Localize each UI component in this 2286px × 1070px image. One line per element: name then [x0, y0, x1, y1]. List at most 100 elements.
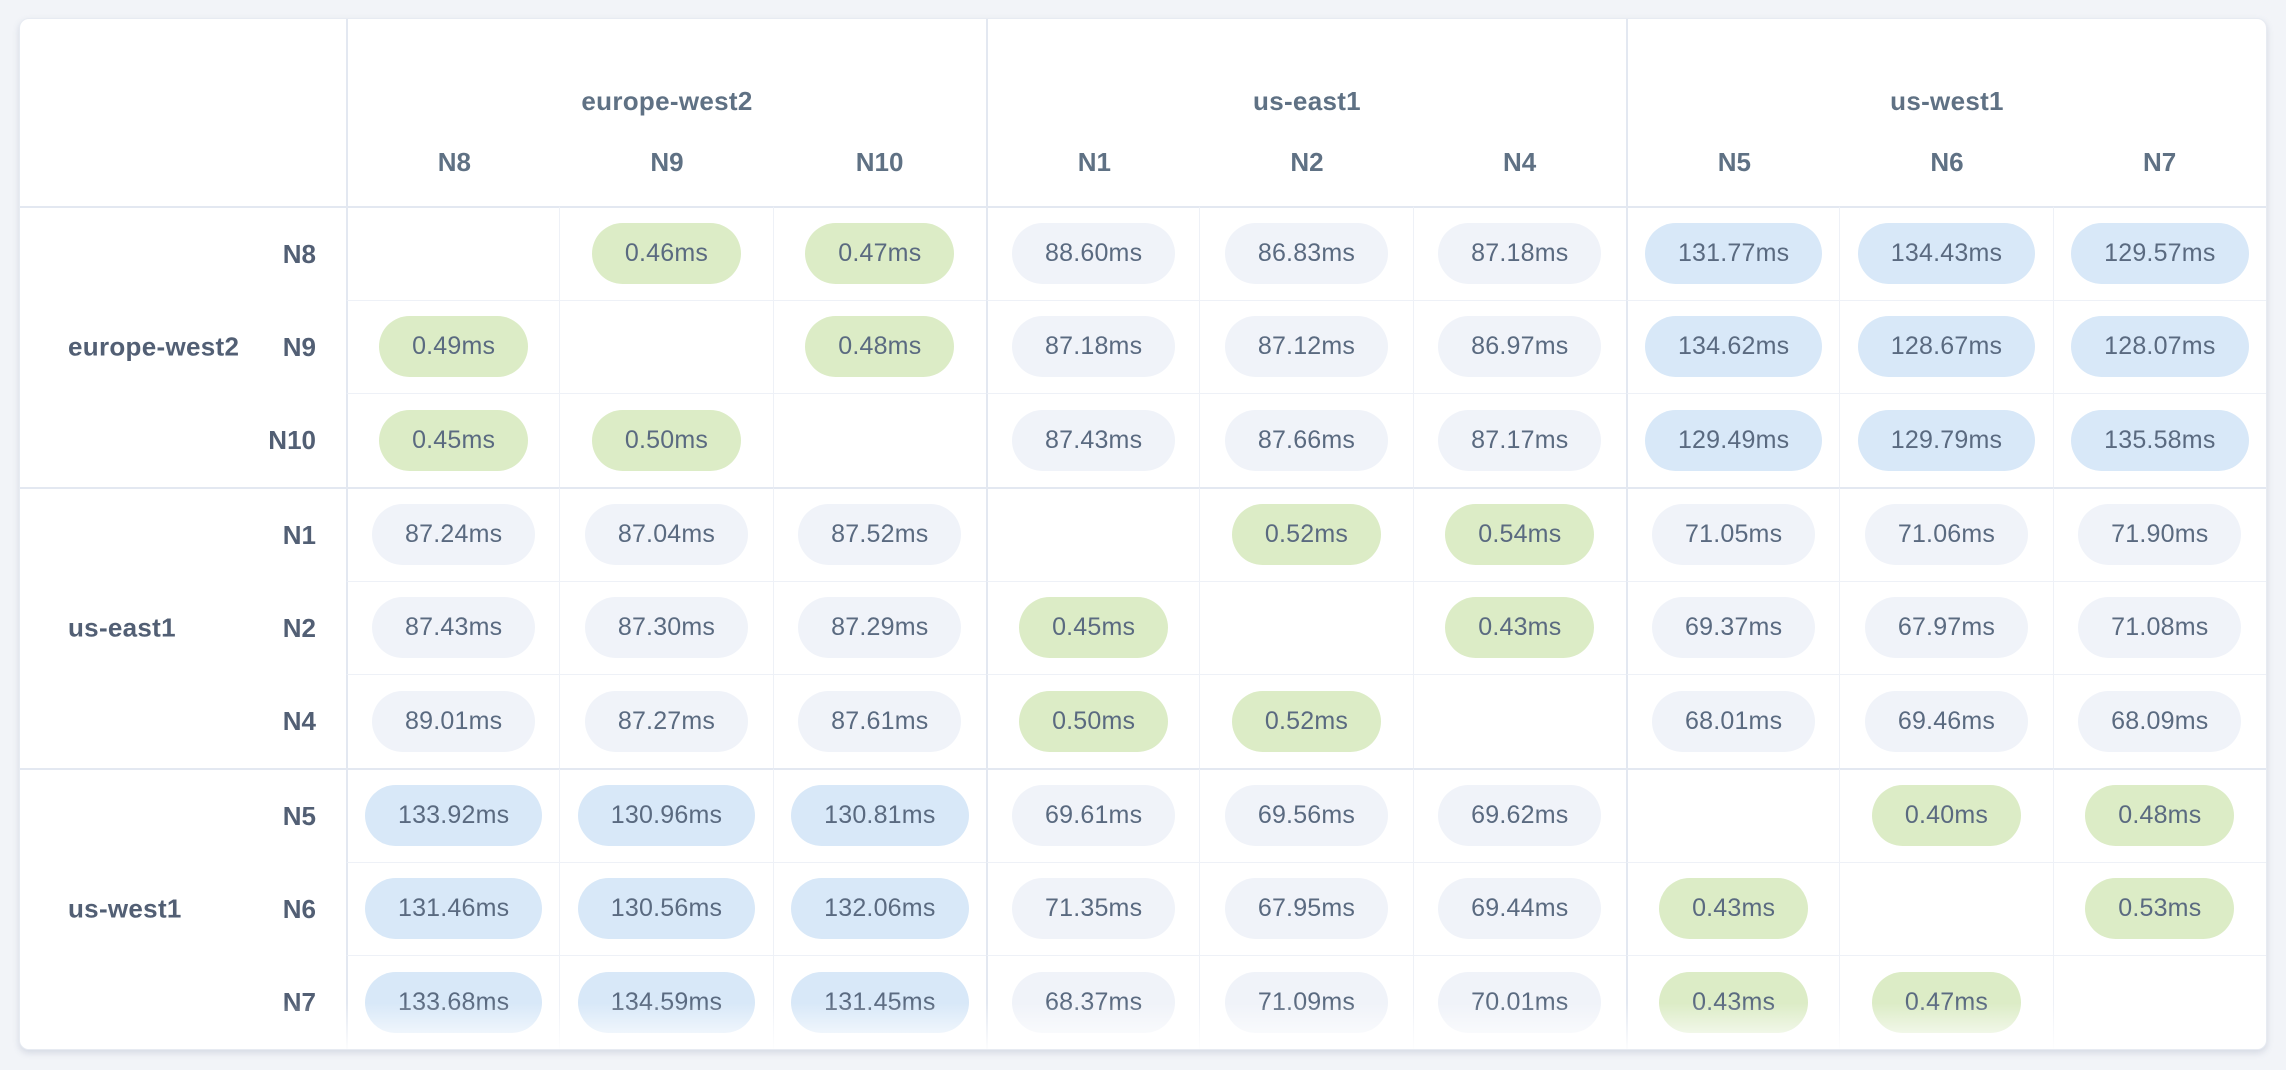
latency-cell: 131.77ms: [1625, 206, 1840, 300]
latency-cell: [1412, 674, 1626, 768]
latency-value-pill: 68.37ms: [1012, 972, 1176, 1034]
latency-cell: [772, 393, 986, 487]
latency-value-pill: 134.59ms: [577, 972, 756, 1034]
column-node-row: N1 N2 N4: [988, 147, 1626, 178]
latency-cell: 87.18ms: [1412, 206, 1626, 300]
column-node-row: N8 N9 N10: [348, 147, 986, 178]
latency-value-pill: 130.96ms: [577, 785, 756, 847]
latency-cell: 129.49ms: [1625, 393, 1840, 487]
latency-value-pill: 128.67ms: [1857, 316, 2036, 378]
latency-cell: 134.62ms: [1625, 299, 1840, 394]
latency-value-pill: 87.66ms: [1224, 410, 1389, 472]
latency-cell: 0.48ms: [2052, 767, 2266, 862]
latency-value-pill: 70.01ms: [1438, 972, 1602, 1034]
latency-cell: 87.43ms: [985, 393, 1200, 487]
column-node-label: N9: [650, 147, 684, 177]
latency-value-pill: 132.06ms: [791, 878, 969, 940]
column-node-row: N5 N6 N7: [1628, 147, 2266, 178]
latency-value-pill: 0.46ms: [591, 223, 742, 285]
row-node-label: N9: [282, 332, 316, 362]
latency-value-pill: 0.40ms: [1871, 785, 2022, 847]
latency-cell: 69.44ms: [1412, 861, 1626, 956]
latency-cell: 71.08ms: [2052, 580, 2266, 675]
latency-cell: 0.52ms: [1199, 486, 1413, 581]
latency-cell: 133.68ms: [346, 955, 560, 1049]
latency-value-pill: 71.08ms: [2078, 597, 2242, 659]
row-group-header: us-west1 N5 N6 N7: [20, 767, 346, 1049]
latency-value-pill: 130.81ms: [791, 785, 969, 847]
row-node-label: N2: [282, 612, 316, 643]
row-group-header: us-east1 N1 N2 N4: [20, 486, 346, 768]
latency-value-pill: 87.29ms: [798, 597, 962, 659]
latency-value-pill: 86.83ms: [1224, 223, 1389, 285]
latency-value-pill: 71.06ms: [1864, 504, 2029, 566]
column-region-label: europe-west2: [581, 86, 753, 116]
latency-value-pill: 88.60ms: [1012, 223, 1176, 285]
latency-cell: 71.35ms: [985, 861, 1200, 956]
latency-cell: 0.40ms: [1839, 767, 2053, 862]
latency-cell: [346, 206, 560, 300]
latency-value-pill: 0.45ms: [379, 410, 529, 472]
latency-cell: 87.43ms: [346, 580, 560, 675]
latency-value-pill: 87.43ms: [372, 597, 536, 659]
latency-cell: 0.54ms: [1412, 486, 1626, 581]
column-node-label: N5: [1717, 147, 1751, 177]
row-node-label: N7: [282, 986, 316, 1017]
column-node-label: N6: [1930, 147, 1964, 177]
latency-value-pill: 135.58ms: [2071, 410, 2249, 472]
row-node-label: N4: [282, 705, 316, 736]
latency-cell: 135.58ms: [2052, 393, 2266, 487]
latency-cell: 68.37ms: [985, 955, 1200, 1049]
matrix-corner-cell: [20, 19, 346, 206]
latency-cell: 88.60ms: [985, 206, 1200, 300]
latency-value-pill: 71.09ms: [1224, 972, 1389, 1034]
latency-cell: 86.83ms: [1199, 206, 1413, 300]
column-node-label: N2: [1290, 147, 1324, 177]
latency-value-pill: 87.61ms: [798, 691, 962, 753]
latency-cell: 87.61ms: [772, 674, 986, 768]
latency-value-pill: 89.01ms: [372, 691, 536, 753]
latency-value-pill: 87.52ms: [798, 504, 962, 566]
latency-cell: [1625, 767, 1840, 862]
latency-cell: 0.47ms: [772, 206, 986, 300]
latency-cell: [1199, 580, 1413, 675]
latency-cell: 132.06ms: [772, 861, 986, 956]
latency-cell: 128.07ms: [2052, 299, 2266, 394]
latency-value-pill: 0.43ms: [1445, 597, 1595, 659]
latency-cell: 134.59ms: [559, 955, 773, 1049]
latency-value-pill: 67.95ms: [1224, 878, 1389, 940]
latency-cell: 131.45ms: [772, 955, 986, 1049]
column-region-label: us-west1: [1890, 86, 2004, 116]
latency-value-pill: 133.68ms: [364, 972, 543, 1034]
latency-cell: 69.62ms: [1412, 767, 1626, 862]
latency-value-pill: 133.92ms: [364, 785, 543, 847]
latency-cell: 68.09ms: [2052, 674, 2266, 768]
latency-cell: 71.09ms: [1199, 955, 1413, 1049]
latency-cell: 130.56ms: [559, 861, 773, 956]
latency-cell: 128.67ms: [1839, 299, 2053, 394]
latency-cell: [985, 486, 1200, 581]
latency-cell: 0.52ms: [1199, 674, 1413, 768]
latency-cell: 130.96ms: [559, 767, 773, 862]
latency-value-pill: 131.45ms: [791, 972, 969, 1034]
latency-value-pill: 129.79ms: [1857, 410, 2036, 472]
latency-cell: 0.45ms: [346, 393, 560, 487]
latency-value-pill: 87.17ms: [1438, 410, 1602, 472]
latency-cell: 0.43ms: [1625, 861, 1840, 956]
latency-value-pill: 68.09ms: [2078, 691, 2242, 753]
latency-cell: 71.90ms: [2052, 486, 2266, 581]
latency-value-pill: 87.18ms: [1438, 223, 1602, 285]
latency-value-pill: 0.53ms: [2085, 878, 2235, 940]
latency-value-pill: 67.97ms: [1864, 597, 2029, 659]
row-node-column: N5 N6 N7: [20, 770, 346, 1049]
latency-value-pill: 0.43ms: [1659, 972, 1809, 1034]
latency-cell: 69.37ms: [1625, 580, 1840, 675]
latency-cell: 0.53ms: [2052, 861, 2266, 956]
latency-cell: 71.06ms: [1839, 486, 2053, 581]
latency-cell: 0.43ms: [1412, 580, 1626, 675]
row-node-label: N1: [282, 519, 316, 550]
latency-cell: 0.46ms: [559, 206, 773, 300]
latency-value-pill: 87.43ms: [1012, 410, 1176, 472]
latency-cell: 129.79ms: [1839, 393, 2053, 487]
latency-cell: 70.01ms: [1412, 955, 1626, 1049]
